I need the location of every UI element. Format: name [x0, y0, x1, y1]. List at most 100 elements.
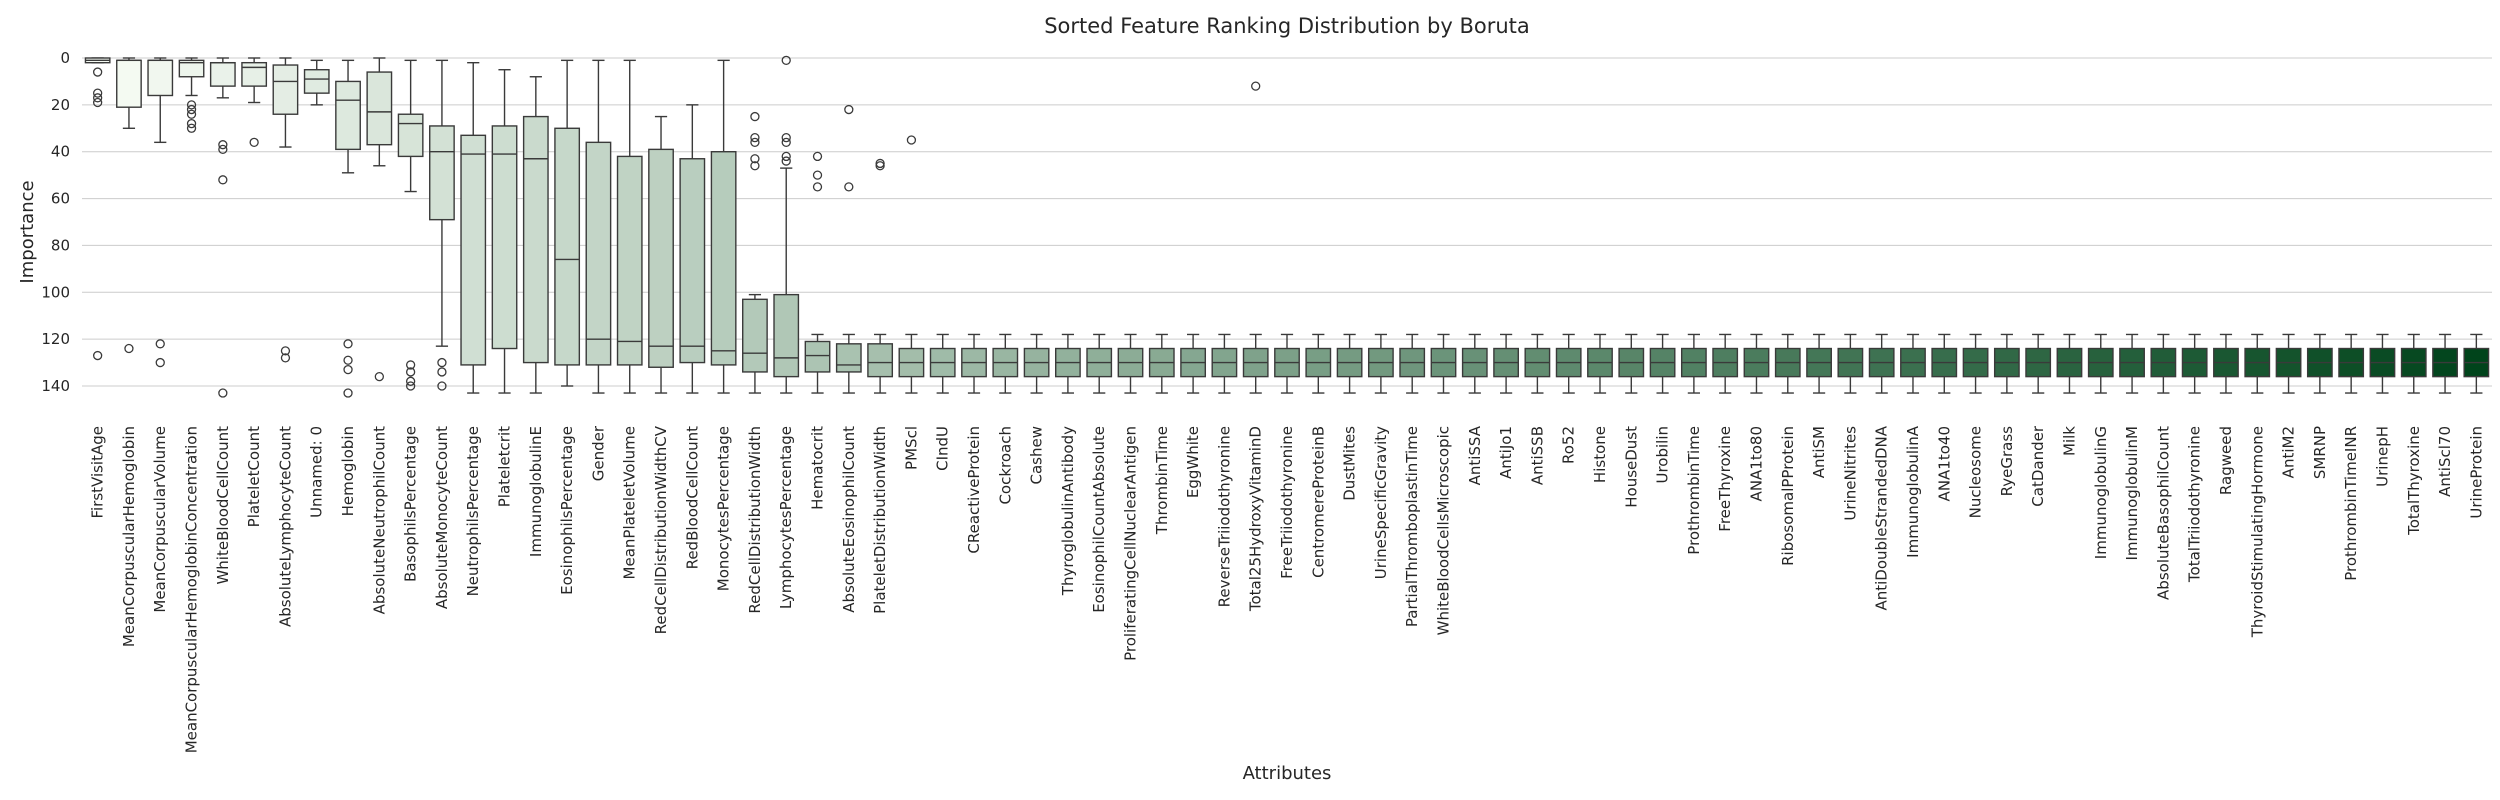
- outlier-point: [218, 388, 228, 398]
- box-iqr: [710, 151, 737, 366]
- outlier-point: [812, 170, 823, 180]
- x-tick-label: PlateletDistributionWidth: [871, 426, 889, 614]
- box-71: [2306, 333, 2333, 394]
- box-iqr: [366, 71, 393, 146]
- x-tick-label: TotalTriiodothyronine: [2186, 426, 2204, 583]
- box-48: [1587, 333, 1613, 394]
- box-47: [1555, 333, 1582, 394]
- box-8: [335, 59, 361, 398]
- outlier-point: [249, 137, 259, 147]
- box-26: [898, 135, 925, 394]
- box-31: [1055, 333, 1081, 394]
- x-tick-label: AbsoluteMonocyteCount: [433, 426, 451, 609]
- box-iqr: [178, 59, 205, 78]
- x-tick-label: UrineProtein: [2467, 426, 2485, 519]
- box-42: [1399, 333, 1426, 394]
- box-68: [2213, 333, 2239, 394]
- x-tick-label: RedBloodCellCount: [683, 426, 701, 570]
- box-32: [1086, 333, 1113, 394]
- box-12: [460, 61, 487, 394]
- outlier-point: [218, 175, 228, 185]
- x-tick-label: WhiteBloodCellsMicroscopic: [1434, 426, 1452, 635]
- x-tick-label: Ro52: [1560, 426, 1578, 464]
- box-53: [1743, 333, 1770, 394]
- outlier-point: [405, 360, 416, 370]
- x-tick-label: ANA1to40: [1935, 426, 1953, 501]
- box-40: [1336, 333, 1363, 394]
- x-tick-label: Hemoglobin: [339, 426, 357, 516]
- box-34: [1148, 333, 1175, 394]
- box-73: [2369, 333, 2396, 394]
- outlier-point: [92, 67, 103, 77]
- box-10: [397, 59, 424, 391]
- outlier-point: [812, 182, 823, 192]
- x-tick-label: PMScl: [902, 426, 920, 470]
- x-tick-label: AntiM2: [2280, 426, 2298, 478]
- x-tick-label: AntiSSB: [1528, 426, 1546, 485]
- outlier-point: [750, 154, 760, 164]
- box-15: [554, 59, 581, 387]
- y-tick-label: 120: [41, 330, 70, 348]
- x-tick-label: SMRNP: [2311, 426, 2329, 479]
- x-tick-label: TotalThyroxine: [2405, 426, 2423, 536]
- box-3: [178, 57, 205, 133]
- box-67: [2181, 333, 2208, 394]
- x-tick-label: HouseDust: [1622, 426, 1640, 508]
- box-9: [366, 57, 393, 382]
- box-51: [1680, 333, 1707, 394]
- y-tick-label: 140: [41, 377, 70, 395]
- x-tick-label: Hematocrit: [809, 426, 827, 510]
- box-iqr: [303, 69, 330, 94]
- y-tick-label: 100: [41, 283, 70, 301]
- x-tick-label: ThyroglobulinAntibody: [1059, 426, 1077, 596]
- box-18: [648, 115, 674, 394]
- outlier-point: [186, 104, 197, 115]
- box-series: [84, 55, 2490, 398]
- outlier-point: [405, 376, 416, 386]
- x-tick-label: ANA1to80: [1747, 426, 1765, 501]
- x-tick-label: FreeThyroxine: [1716, 426, 1734, 532]
- y-tick-label: 60: [51, 190, 70, 208]
- box-50: [1649, 333, 1676, 394]
- y-axis-ticks: 0 20 40 60 80 100 120 140: [41, 49, 70, 395]
- outlier-point: [186, 109, 197, 119]
- box-54: [1774, 333, 1801, 394]
- box-16: [585, 59, 612, 394]
- outlier-point: [218, 140, 228, 150]
- x-tick-label: RedCellDistributionWidthCV: [652, 425, 670, 634]
- x-tick-label: RibosomalPProtein: [1779, 426, 1797, 566]
- box-75: [2432, 333, 2458, 394]
- box-17: [616, 59, 643, 394]
- outlier-point: [155, 357, 165, 368]
- x-tick-label: AbsoluteBasophilCount: [2154, 426, 2172, 600]
- box-29: [992, 333, 1019, 394]
- x-tick-label: DustMites: [1341, 426, 1359, 501]
- outlier-point: [812, 151, 823, 162]
- outlier-point: [1251, 81, 1261, 91]
- box-2: [147, 57, 174, 368]
- x-tick-label: AntiScl70: [2436, 426, 2454, 497]
- x-tick-label: Cashew: [1028, 426, 1046, 484]
- outlier-point: [343, 364, 353, 375]
- box-36: [1211, 333, 1238, 394]
- outlier-point: [405, 367, 416, 377]
- box-iqr: [835, 343, 862, 373]
- chart-title: Sorted Feature Ranking Distribution by B…: [1044, 14, 1530, 38]
- x-tick-label: PlateletCount: [245, 426, 263, 527]
- outlier-point: [92, 97, 103, 108]
- box-iqr: [335, 80, 361, 151]
- x-tick-label: AntiSM: [1810, 426, 1828, 478]
- x-tick-label: MeanCorpuscularHemoglobin: [120, 426, 138, 647]
- outlier-point: [844, 104, 854, 115]
- y-tick-label: 20: [51, 96, 70, 114]
- outlier-point: [781, 133, 791, 143]
- x-tick-label: Unnamed: 0: [308, 426, 326, 518]
- box-66: [2150, 333, 2177, 394]
- outlier-point: [437, 357, 447, 368]
- x-tick-label: Histone: [1591, 426, 1609, 483]
- x-tick-label: WhiteBloodCellCount: [214, 426, 232, 585]
- box-41: [1367, 333, 1394, 394]
- outlier-point: [437, 367, 447, 377]
- box-30: [1023, 333, 1050, 394]
- box-61: [1993, 333, 2020, 394]
